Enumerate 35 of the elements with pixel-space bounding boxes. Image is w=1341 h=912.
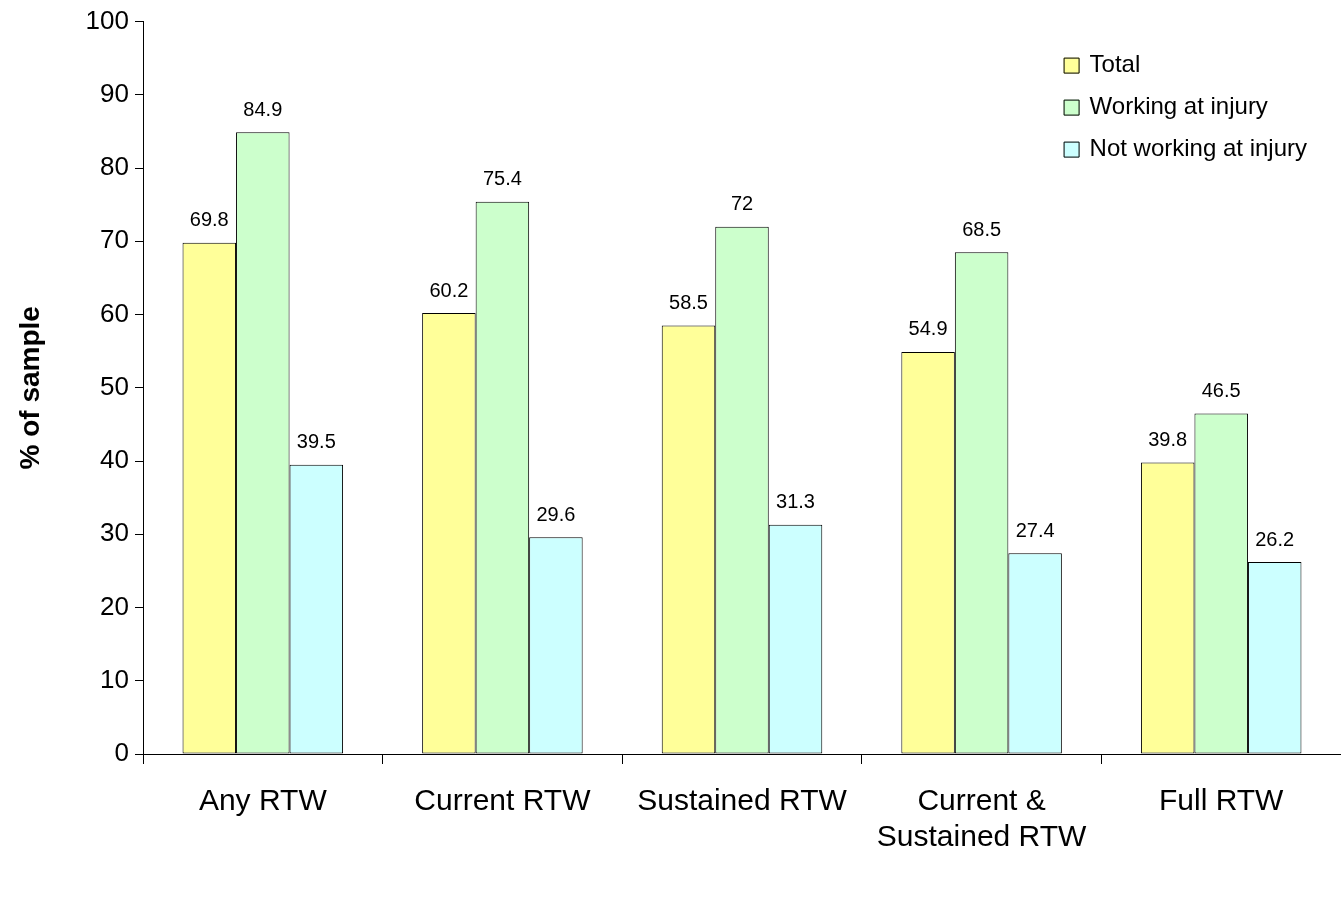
y-tick-label: 80	[100, 151, 129, 182]
x-tick-label: Any RTW	[198, 783, 328, 817]
y-axis-title: % of sample	[13, 306, 45, 470]
x-tick-label: Current & Sustained RTW	[876, 783, 1088, 853]
data-label: 84.9	[243, 97, 283, 120]
y-tick-label: 50	[100, 370, 129, 401]
data-label: 29.6	[536, 502, 576, 525]
data-label: 39.8	[1148, 428, 1188, 451]
data-label: 31.3	[776, 490, 815, 513]
data-label: 39.5	[296, 430, 336, 453]
data-label: 69.8	[189, 208, 229, 231]
data-label: 72	[730, 192, 754, 215]
y-tick-label: 40	[100, 444, 129, 475]
y-tick-label: 60	[100, 297, 129, 328]
data-label: 58.5	[669, 291, 708, 314]
y-tick-label: 30	[100, 517, 129, 548]
data-label: 75.4	[482, 167, 522, 190]
y-tick-label: 100	[85, 4, 129, 35]
y-tick-label: 0	[114, 737, 129, 768]
y-tick-label: 90	[100, 78, 129, 109]
data-label: 60.2	[429, 278, 469, 301]
legend-label: Working at injury	[1089, 92, 1268, 120]
legend-label: Total	[1089, 50, 1141, 78]
data-label: 46.5	[1201, 378, 1241, 401]
legend-label: Not working at injury	[1089, 134, 1307, 162]
data-label: 68.5	[962, 217, 1002, 240]
y-tick-label: 20	[100, 590, 129, 621]
data-label: 27.4	[1015, 518, 1055, 541]
data-label: 54.9	[908, 317, 948, 340]
y-tick-label: 70	[100, 224, 129, 255]
x-tick-label: Sustained RTW	[637, 783, 848, 817]
x-tick-label: Current RTW	[414, 783, 592, 817]
x-tick-label: Full RTW	[1158, 783, 1285, 817]
y-tick-label: 10	[100, 663, 129, 694]
data-label: 26.2	[1255, 527, 1295, 550]
